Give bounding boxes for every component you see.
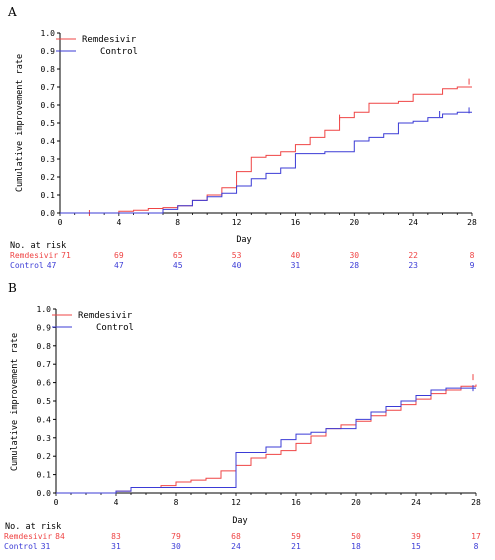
panel-b-risk-table-title: No. at risk <box>5 522 61 532</box>
panel-b-y-tick-label: 0.0 <box>37 489 52 498</box>
panel-a-risk-value: 47 <box>47 261 57 270</box>
panel-b-x-tick-label: 8 <box>174 498 179 507</box>
panel-a-legend: Remdesivir Control <box>56 35 138 57</box>
panel-a-y-tick-label: 0.9 <box>41 47 56 56</box>
panel-a-x-tick-label: 16 <box>291 218 301 227</box>
panel-a-y-tick-label: 0.3 <box>41 155 56 164</box>
panel-a-risk-value: 22 <box>408 251 418 260</box>
panel-b-risk-value: 17 <box>471 532 481 541</box>
panel-a-legend-label-remdesivir: Remdesivir <box>82 35 137 45</box>
panel-b-y-tick-label: 0.1 <box>37 471 52 480</box>
panel-a-y-tick-label: 0.4 <box>41 137 56 146</box>
panel-a-x-tick-label: 8 <box>175 218 180 227</box>
panel-b-risk-value: 21 <box>291 542 301 551</box>
panel-a: A 0.0 0.1 0.2 0.3 0.4 0.5 0.6 0.7 0.8 0.9 1.0 0 4 8 12… <box>7 5 477 270</box>
panel-b-risk-row-label-remdesivir: Remdesivir <box>4 532 52 541</box>
panel-a-risk-value: 53 <box>232 251 242 260</box>
panel-a-y-tick-label: 0.5 <box>41 119 56 128</box>
panel-b-y-tick-label: 0.3 <box>37 434 52 443</box>
panel-b-y-tick-label: 0.7 <box>37 360 52 369</box>
panel-a-x-tick-label: 12 <box>232 218 242 227</box>
panel-b-risk-value: 83 <box>111 532 121 541</box>
panel-a-x-tick-label: 4 <box>116 218 121 227</box>
panel-a-risk-value: 45 <box>173 261 183 270</box>
panel-b-x-tick-label: 24 <box>411 498 421 507</box>
panel-a-risk-value: 71 <box>61 251 71 260</box>
panel-a-risk-table: No. at risk Remdesivir 71 69 65 53 40 30 22 8Con… <box>10 241 475 270</box>
panel-b-risk-row-label-control: Control <box>4 542 38 551</box>
panel-b-risk-value: 24 <box>231 542 241 551</box>
panel-a-y-tick-label: 0.6 <box>41 101 56 110</box>
panel-b-risk-value: 68 <box>231 532 241 541</box>
panel-a-y-tick-label: 0.1 <box>41 191 56 200</box>
panel-a-risk-table-title: No. at risk <box>10 241 66 251</box>
panel-a-label: A <box>7 5 17 19</box>
panel-a-risk-value: 40 <box>291 251 301 260</box>
panel-a-risk-value: 8 <box>470 251 475 260</box>
panel-a-x-axis-title: Day <box>236 235 251 245</box>
panel-a-y-tick-label: 1.0 <box>41 29 56 38</box>
panel-a-risk-value: 28 <box>349 261 359 270</box>
panel-a-risk-value: 47 <box>114 261 124 270</box>
panel-b-x-tick-label: 12 <box>231 498 241 507</box>
panel-b-legend-label-remdesivir: Remdesivir <box>78 311 133 321</box>
panel-a-x-tick-label: 24 <box>408 218 418 227</box>
panel-a-x-tick-label: 20 <box>349 218 359 227</box>
panel-a-y-tick-label: 0.0 <box>41 209 56 218</box>
panel-a-x-tick-label: 0 <box>58 218 63 227</box>
panel-a-risk-value: 31 <box>291 261 301 270</box>
panel-b-y-tick-label: 0.9 <box>37 323 52 332</box>
panel-b-y-axis-title: Cumulative improvement rate <box>10 333 20 471</box>
panel-b-series-control-line <box>56 387 476 494</box>
panel-b-risk-value: 39 <box>411 532 421 541</box>
panel-a-risk-value: 40 <box>232 261 242 270</box>
panel-a-series-control-line <box>60 111 472 214</box>
panel-a-risk-row-label-remdesivir: Remdesivir <box>10 251 58 260</box>
panel-b-plot: 0.0 0.1 0.2 0.3 0.4 0.5 0.6 0.7 0.8 0.9 1.0 0 4 8 12 16… <box>37 305 481 507</box>
panel-b-y-tick-label: 0.6 <box>37 379 52 388</box>
panel-b-x-tick-label: 28 <box>471 498 481 507</box>
panel-b-y-tick-label: 0.8 <box>37 342 52 351</box>
panel-b-risk-value: 31 <box>41 542 51 551</box>
panel-b-x-tick-label: 4 <box>114 498 119 507</box>
panel-b-risk-table: No. at risk Remdesivir 84 83 79 68 59 50 39 17 Co… <box>4 522 481 551</box>
panel-b-y-tick-label: 0.4 <box>37 415 52 424</box>
panel-a-risk-value: 30 <box>349 251 359 260</box>
panel-a-x-tick-label: 28 <box>467 218 477 227</box>
panel-a-risk-value: 23 <box>408 261 418 270</box>
panel-b-x-axis-title: Day <box>232 516 247 526</box>
panel-b-x-tick-label: 16 <box>291 498 301 507</box>
panel-a-y-tick-label: 0.8 <box>41 65 56 74</box>
panel-a-series-remdesivir-line <box>60 86 472 214</box>
panel-b-risk-value: 84 <box>55 532 65 541</box>
panel-b-x-tick-label: 20 <box>351 498 361 507</box>
panel-a-plot: 0.0 0.1 0.2 0.3 0.4 0.5 0.6 0.7 0.8 0.9 1.0 0 4 8 12 16… <box>41 29 477 227</box>
panel-b-legend: Remdesivir Control <box>52 311 134 333</box>
panel-a-legend-label-control: Control <box>100 47 138 57</box>
panel-a-risk-value: 69 <box>114 251 124 260</box>
panel-b-legend-label-control: Control <box>96 323 134 333</box>
panel-a-risk-value: 9 <box>470 261 475 270</box>
panel-b-risk-value: 18 <box>351 542 361 551</box>
panel-a-risk-value: 65 <box>173 251 183 260</box>
panel-b-x-tick-label: 0 <box>54 498 59 507</box>
panel-a-risk-row-label-control: Control <box>10 261 44 270</box>
panel-b-risk-value: 15 <box>411 542 421 551</box>
panel-b-label: B <box>8 281 17 295</box>
panel-b-y-tick-label: 0.2 <box>37 452 52 461</box>
panel-a-y-tick-label: 0.2 <box>41 173 56 182</box>
panel-b-risk-value: 59 <box>291 532 301 541</box>
panel-b: B 0.0 0.1 0.2 0.3 0.4 0.5 0.6 0.7 0.8 0.9 1.0 0 4 8 12… <box>4 281 481 551</box>
panel-a-y-axis-title: Cumulative improvement rate <box>15 54 25 192</box>
panel-b-risk-value: 79 <box>171 532 181 541</box>
panel-b-risk-value: 31 <box>111 542 121 551</box>
panel-b-y-tick-label: 0.5 <box>37 397 52 406</box>
panel-b-y-tick-label: 1.0 <box>37 305 52 314</box>
panel-b-risk-value: 30 <box>171 542 181 551</box>
panel-b-risk-value: 50 <box>351 532 361 541</box>
panel-a-y-tick-label: 0.7 <box>41 83 56 92</box>
panel-b-risk-value: 8 <box>474 542 479 551</box>
